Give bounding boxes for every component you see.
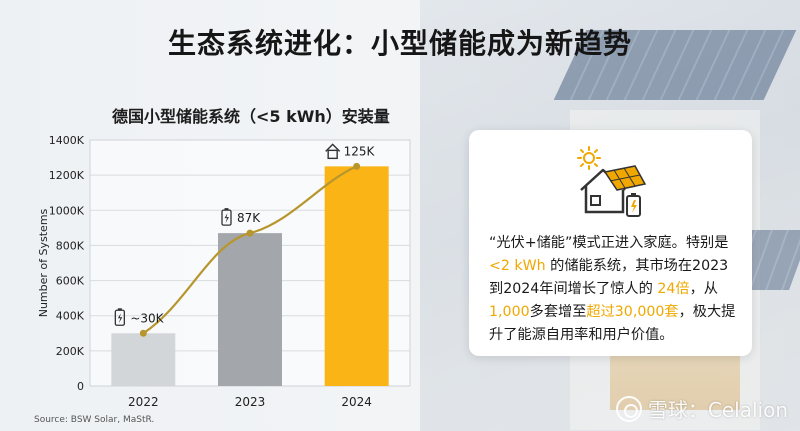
- battery-bolt-icon: [117, 313, 123, 324]
- data-label: 125K: [344, 144, 376, 158]
- card-text-part: “光伏+储能”模式正进入家庭。特别是: [489, 235, 729, 251]
- source-note: Source: BSW Solar, MaStR.: [34, 415, 155, 425]
- y-tick-label: 1000K: [49, 204, 85, 217]
- bar-2023: [218, 233, 282, 386]
- highlight-text: 1,000: [489, 304, 530, 320]
- trend-point: [353, 162, 361, 170]
- battery-icon-cap: [224, 208, 229, 211]
- card-text-part: 多套增至: [529, 304, 587, 320]
- trend-point: [246, 229, 254, 237]
- y-axis-label: Number of Systems: [37, 208, 50, 317]
- data-label: ~30K: [130, 311, 164, 325]
- house-icon: [325, 143, 341, 152]
- snowball-logo-icon: [615, 395, 642, 422]
- card-text-part: ，极大提升了能源自用率和用户价值。: [489, 304, 736, 343]
- page-title: 生态系统进化：小型储能成为新趋势: [167, 27, 632, 60]
- info-card-text: “光伏+储能”模式正进入家庭。特别是 <2 kWh 的储能系统，其市场在2023到…: [489, 232, 739, 347]
- battery-bolt-icon: [224, 213, 229, 224]
- bar-2022: [111, 333, 176, 386]
- highlight-text: <2 kWh: [489, 258, 546, 274]
- x-tick-label: 2023: [235, 395, 266, 409]
- x-tick-label: 2022: [128, 395, 159, 409]
- y-tick-label: 0: [77, 380, 84, 393]
- highlight-text: 24倍: [657, 281, 690, 297]
- house-icon-body: [327, 149, 338, 160]
- battery-icon-cap: [117, 308, 122, 311]
- house-solar-battery-icon: [577, 146, 647, 217]
- highlight-text: 超过30,000套: [586, 304, 679, 320]
- x-tick-label: 2024: [341, 395, 372, 409]
- y-tick-label: 1200K: [49, 169, 85, 182]
- card-text-part: 的储能系统，其市场在2023到2024年间增长了惊人的: [489, 258, 729, 297]
- chart-title: 德国小型储能系统（<5 kWh）安装量: [112, 107, 390, 126]
- card-text-part: ，从: [689, 281, 718, 297]
- info-card: “光伏+储能”模式正进入家庭。特别是 <2 kWh 的储能系统，其市场在2023到…: [469, 130, 752, 356]
- y-tick-label: 600K: [56, 275, 85, 288]
- y-tick-label: 200K: [56, 345, 85, 358]
- y-tick-label: 1400K: [49, 134, 85, 147]
- bar-chart: 0 200K 400K 600K 800K 1000K 1200K 1400K Number o…: [37, 134, 411, 409]
- bar-2024: [324, 166, 389, 386]
- y-tick-label: 800K: [56, 239, 85, 252]
- watermark-text: 雪球：Celalion: [647, 398, 788, 422]
- trend-point: [139, 329, 147, 337]
- data-label: 87K: [237, 211, 261, 225]
- watermark: 雪球：Celalion: [615, 394, 788, 423]
- y-tick-label: 400K: [56, 310, 85, 323]
